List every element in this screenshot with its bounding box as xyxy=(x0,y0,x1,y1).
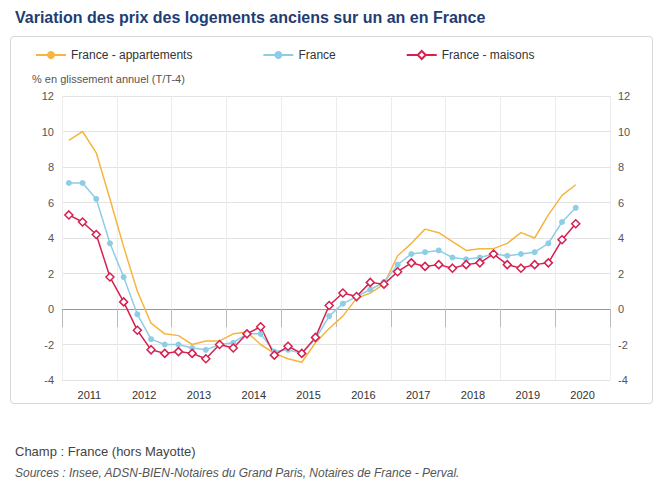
svg-text:France - maisons: France - maisons xyxy=(442,48,535,62)
svg-text:-4: -4 xyxy=(618,374,628,386)
svg-text:% en glissement annuel (T/T-4): % en glissement annuel (T/T-4) xyxy=(32,73,185,85)
svg-text:2016: 2016 xyxy=(351,389,375,401)
svg-text:2018: 2018 xyxy=(461,389,485,401)
svg-text:2019: 2019 xyxy=(516,389,540,401)
svg-text:8: 8 xyxy=(618,161,624,173)
svg-text:0: 0 xyxy=(48,303,54,315)
svg-text:2: 2 xyxy=(48,268,54,280)
svg-text:France: France xyxy=(298,48,336,62)
svg-text:4: 4 xyxy=(48,232,54,244)
svg-text:2011: 2011 xyxy=(78,389,102,401)
svg-text:France - appartements: France - appartements xyxy=(71,48,192,62)
svg-text:2020: 2020 xyxy=(570,389,594,401)
svg-text:Champ : France (hors Mayotte): Champ : France (hors Mayotte) xyxy=(15,444,196,459)
svg-text:Variation des prix des logemen: Variation des prix des logements anciens… xyxy=(15,9,485,26)
svg-text:12: 12 xyxy=(42,90,54,102)
svg-text:10: 10 xyxy=(42,126,54,138)
svg-text:12: 12 xyxy=(618,90,630,102)
svg-text:-2: -2 xyxy=(44,339,54,351)
svg-text:-2: -2 xyxy=(618,339,628,351)
svg-text:Sources : Insee, ADSN-BIEN-Not: Sources : Insee, ADSN-BIEN-Notaires du G… xyxy=(15,466,459,480)
svg-text:10: 10 xyxy=(618,126,630,138)
svg-text:2013: 2013 xyxy=(187,389,211,401)
svg-text:-4: -4 xyxy=(44,374,54,386)
svg-text:6: 6 xyxy=(48,197,54,209)
svg-text:2015: 2015 xyxy=(296,389,320,401)
svg-text:4: 4 xyxy=(618,232,624,244)
svg-text:6: 6 xyxy=(618,197,624,209)
svg-text:2017: 2017 xyxy=(406,389,430,401)
svg-text:0: 0 xyxy=(618,303,624,315)
svg-text:8: 8 xyxy=(48,161,54,173)
svg-text:2012: 2012 xyxy=(132,389,156,401)
svg-text:2014: 2014 xyxy=(242,389,266,401)
svg-text:2: 2 xyxy=(618,268,624,280)
